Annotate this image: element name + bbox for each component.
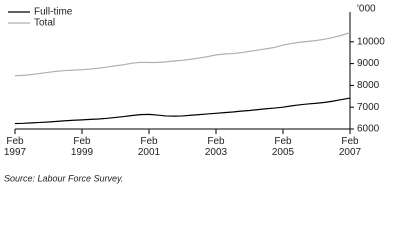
source-note: Source: Labour Force Survey.	[4, 173, 123, 183]
x-tick-label: Feb 2005	[272, 136, 295, 158]
unit-label: '000	[357, 4, 376, 15]
series-line	[14, 97, 351, 125]
x-tick-label: Feb 2003	[205, 136, 228, 158]
legend-label: Full-time	[34, 7, 73, 18]
y-tick-label: 7000	[357, 102, 380, 113]
y-tick-label: 8000	[357, 80, 380, 91]
x-tick-label: Feb 1999	[71, 136, 94, 158]
x-tick-label: Feb 2007	[339, 136, 362, 158]
legend-label: Total	[34, 18, 55, 29]
series-line	[14, 32, 351, 77]
x-tick-label: Feb 2001	[138, 136, 161, 158]
y-tick-label: 9000	[357, 58, 380, 69]
y-tick-label: 6000	[357, 124, 380, 135]
chart: '000 Source: Labour Force Survey. 6000 70…	[4, 4, 385, 184]
y-tick-label: 10000	[357, 36, 385, 47]
x-tick-label: Feb 1997	[4, 136, 27, 158]
